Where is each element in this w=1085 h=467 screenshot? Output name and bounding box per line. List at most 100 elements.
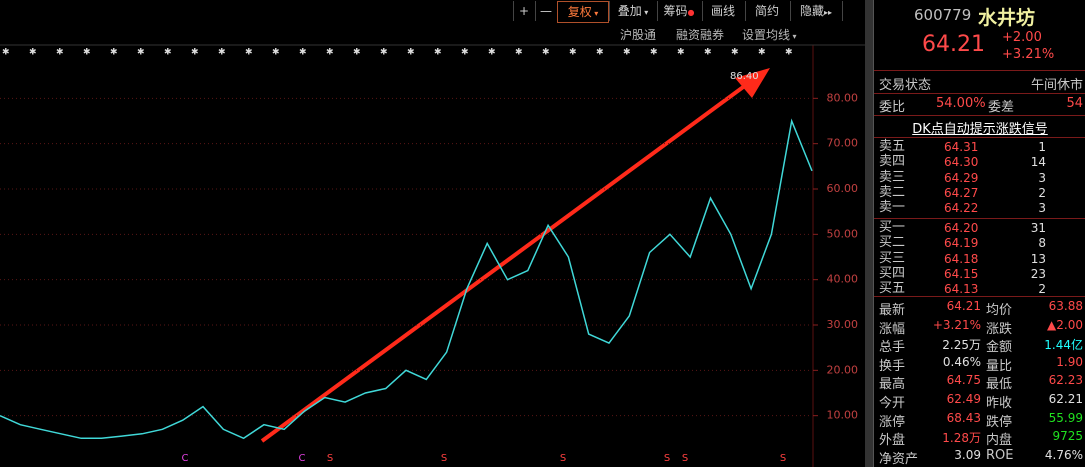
stat-value: 64.75	[946, 373, 981, 388]
book-volume: 23	[1030, 266, 1046, 281]
divider	[874, 296, 1085, 297]
stat-label: 涨停	[879, 414, 906, 430]
book-price: 64.27	[944, 185, 979, 200]
stat-label: 昨收	[986, 396, 1013, 411]
top-marker: ✱	[218, 48, 226, 58]
stat-label: 最低	[986, 377, 1013, 393]
price: 64.21	[922, 32, 985, 57]
toolbar-button[interactable]: 复权 ▾	[557, 1, 609, 23]
top-marker: ✱	[56, 48, 64, 58]
stat-value: 2.25万	[942, 338, 981, 353]
signal-marker: C	[182, 453, 189, 464]
stat-value: 62.21	[1048, 392, 1083, 406]
stat-value: ▲2.00	[1047, 317, 1083, 332]
signal-marker: S	[780, 453, 786, 464]
stat-label: 最新	[879, 303, 906, 318]
toolbar-link[interactable]: 设置均线 ▾	[742, 28, 797, 42]
y-tick-label: 20.00	[827, 363, 859, 376]
book-price: 64.29	[944, 170, 979, 185]
book-volume: 3	[1038, 170, 1046, 185]
book-label: 买二	[879, 235, 906, 251]
change: +2.00	[1002, 30, 1042, 45]
top-marker: ✱	[677, 48, 685, 58]
book-price: 64.19	[944, 236, 979, 251]
stat-label: 跌停	[986, 414, 1013, 430]
top-marker: ✱	[785, 48, 793, 58]
top-marker: ✱	[272, 48, 280, 58]
book-label: 卖四	[879, 154, 906, 170]
top-marker: ✱	[704, 48, 712, 58]
toolbar-button[interactable]: +	[513, 1, 534, 21]
divider	[874, 115, 1085, 116]
top-marker: ✱	[191, 48, 199, 58]
value: 54.00%	[936, 96, 986, 111]
book-label: 卖二	[879, 184, 906, 200]
top-marker: ✱	[596, 48, 604, 58]
stat-value: 1.44亿	[1044, 338, 1083, 353]
toolbar-button[interactable]: 叠加 ▾	[609, 1, 656, 21]
top-marker: ✱	[650, 48, 658, 58]
toolbar-button[interactable]: 筹码●	[657, 1, 700, 21]
book-label: 买五	[879, 281, 906, 297]
divider	[874, 70, 1085, 71]
top-marker: ✱	[137, 48, 145, 58]
top-marker: ✱	[515, 48, 523, 58]
scrollbar[interactable]	[865, 0, 873, 467]
book-label: 卖三	[879, 169, 906, 185]
stat-label: 量比	[986, 358, 1013, 374]
toolbar-button[interactable]: 简约	[745, 1, 788, 21]
toolbar-button[interactable]: 隐藏▸▸	[790, 1, 841, 21]
change-pct: +3.21%	[1002, 47, 1055, 62]
toolbar-button[interactable]: —	[535, 1, 556, 21]
top-marker: ✱	[407, 48, 415, 58]
book-volume: 1	[1038, 140, 1046, 154]
stat-label: 涨幅	[879, 321, 906, 337]
signal-marker: S	[441, 453, 447, 464]
book-label: 买三	[879, 250, 906, 266]
stock-code: 600779	[914, 6, 972, 24]
label: 交易状态	[879, 78, 932, 93]
y-tick-label: 30.00	[827, 318, 859, 331]
book-label: 卖五	[879, 139, 906, 154]
stat-value: 1.28万	[942, 431, 981, 446]
book-price: 64.15	[944, 266, 979, 281]
signal-marker: S	[327, 453, 333, 464]
book-price: 64.31	[944, 140, 979, 154]
stat-value: 4.76%	[1044, 447, 1083, 462]
top-marker: ✱	[245, 48, 253, 58]
top-marker: ✱	[488, 48, 496, 58]
book-volume: 8	[1038, 236, 1046, 251]
y-tick-label: 10.00	[827, 409, 859, 422]
toolbar-button[interactable]: 画线	[702, 1, 743, 21]
top-marker: ✱	[542, 48, 550, 58]
signal-marker: S	[560, 453, 566, 464]
stat-value: 3.09	[954, 447, 981, 462]
top-marker: ✱	[164, 48, 172, 58]
top-marker: ✱	[569, 48, 577, 58]
signal-marker: S	[664, 453, 670, 464]
top-marker: ✱	[434, 48, 442, 58]
stat-label: 内盘	[986, 433, 1013, 449]
top-marker: ✱	[110, 48, 118, 58]
fullscreen-icon[interactable]	[842, 1, 863, 21]
top-marker: ✱	[758, 48, 766, 58]
stat-label: 外盘	[879, 433, 906, 449]
signal-link[interactable]: DK点自动提示涨跌信号	[912, 122, 1048, 137]
chart: 10.00 20.00 30.00 40.00 50.00 60.00 70.00 80.00…	[0, 44, 865, 467]
stat-value: +3.21%	[932, 317, 981, 332]
peak-annotation: 86.40	[730, 71, 759, 82]
toolbar-link[interactable]: 沪股通	[620, 28, 657, 42]
top-marker: ✱	[2, 48, 10, 58]
stat-label: 涨跌	[986, 321, 1013, 337]
stat-value: 9725	[1052, 429, 1083, 444]
stat-value: 68.43	[946, 410, 981, 425]
stat-label: 今开	[879, 396, 906, 411]
divider	[874, 218, 1085, 219]
divider	[874, 137, 1085, 138]
toolbar-link[interactable]: 融资融券	[676, 28, 725, 42]
stat-label: 金额	[986, 340, 1013, 356]
y-tick-label: 60.00	[827, 182, 859, 195]
signal-marker: C	[299, 453, 306, 464]
top-marker: ✱	[29, 48, 37, 58]
